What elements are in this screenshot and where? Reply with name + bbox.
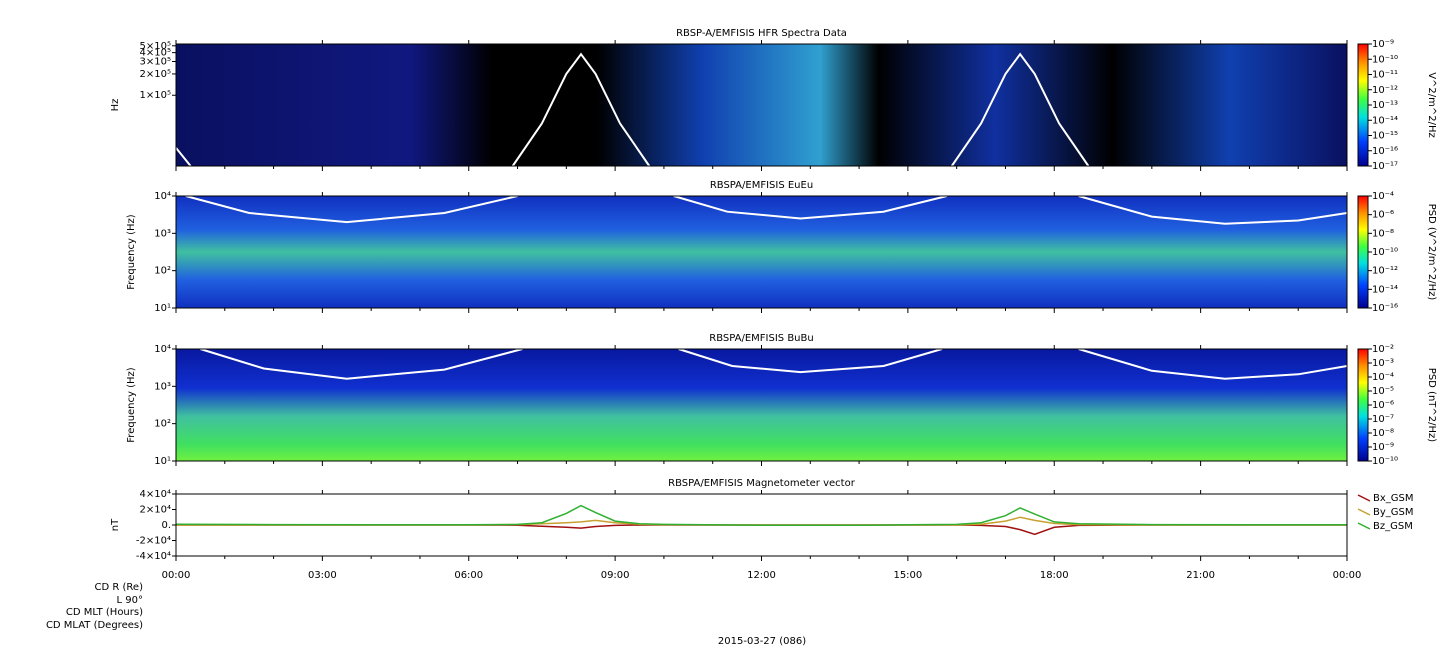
colorbar-tick-label: 10⁻⁶: [1372, 400, 1394, 411]
y-tick-label: 0.: [161, 520, 171, 531]
colorbar-tick-label: 10⁻³: [1372, 358, 1394, 369]
colorbar-tick-label: 10⁻¹⁶: [1372, 303, 1398, 314]
y-tick-label: 10²: [154, 266, 171, 277]
y-axis-label: Hz: [110, 99, 121, 112]
panel-title: RBSPA/EMFISIS EuEu: [710, 180, 813, 191]
colorbar-tick-label: 10⁻¹⁴: [1372, 284, 1398, 295]
legend-label: By_GSM: [1373, 507, 1414, 518]
y-tick-label: 2×10⁴: [140, 505, 171, 516]
y-tick-label: -2×10⁴: [136, 536, 171, 547]
colorbar-label: V^2/m^2/Hz: [1426, 72, 1437, 138]
y-tick-label: 10⁴: [154, 344, 171, 355]
y-axis-label: nT: [110, 518, 121, 531]
cutoff-line: [200, 348, 1348, 380]
panel-title: RBSPA/EMFISIS BuBu: [709, 333, 813, 344]
colorbar-tick-label: 10⁻²: [1372, 344, 1394, 355]
y-tick-label: 2×10⁵: [140, 69, 171, 80]
colorbar-tick-label: 10⁻¹²: [1372, 266, 1398, 277]
legend-label: Bx_GSM: [1373, 493, 1414, 504]
colorbar-tick-label: 10⁻¹⁰: [1372, 456, 1398, 467]
colorbar-tick-label: 10⁻⁵: [1372, 386, 1394, 397]
legend-swatch: [1357, 508, 1371, 516]
ephemeris-label: L 90°: [117, 595, 143, 606]
ephemeris-label: CD MLAT (Degrees): [46, 620, 143, 631]
colorbar: [1357, 195, 1369, 309]
colorbar-tick-label: 10⁻⁶: [1372, 210, 1394, 221]
series-line: [176, 516, 1347, 526]
y-tick-label: -4×10⁴: [136, 551, 171, 562]
legend-swatch: [1357, 494, 1371, 502]
colorbar-tick-label: 10⁻⁷: [1372, 414, 1394, 425]
y-tick-label: 10¹: [154, 303, 171, 314]
spectrogram-image: [176, 349, 1347, 461]
x-tick-label: 18:00: [1040, 570, 1069, 581]
colorbar-tick-label: 10⁻¹⁴: [1372, 115, 1398, 126]
colorbar-tick-label: 10⁻⁴: [1372, 191, 1394, 202]
y-tick-label: 10³: [154, 381, 171, 392]
y-tick-label: 1×10⁵: [140, 90, 171, 101]
colorbar-tick-label: 10⁻¹¹: [1372, 70, 1398, 81]
x-tick-label: 00:00: [1333, 570, 1362, 581]
x-tick-label: 00:00: [162, 570, 191, 581]
colorbar-tick-label: 10⁻⁸: [1372, 228, 1394, 239]
y-axis-label: Frequency (Hz): [126, 367, 137, 443]
x-tick-label: 09:00: [601, 570, 630, 581]
colorbar-tick-label: 10⁻¹⁵: [1372, 131, 1398, 142]
colorbar-tick-label: 10⁻¹²: [1372, 85, 1398, 96]
y-tick-label: 10⁴: [154, 191, 171, 202]
colorbar-tick-label: 10⁻¹⁷: [1372, 161, 1398, 172]
panel-title: RBSPA/EMFISIS Magnetometer vector: [668, 478, 856, 489]
spectrogram-image: [176, 196, 1347, 308]
ephemeris-label: CD MLT (Hours): [66, 607, 143, 618]
legend-label: Bz_GSM: [1373, 521, 1413, 532]
colorbar-tick-label: 10⁻⁸: [1372, 428, 1394, 439]
x-tick-label: 21:00: [1186, 570, 1215, 581]
ephemeris-label: CD R (Re): [95, 582, 144, 593]
colorbar-tick-label: 10⁻¹⁰: [1372, 247, 1398, 258]
x-tick-label: 06:00: [454, 570, 483, 581]
x-tick-label: 15:00: [893, 570, 922, 581]
cutoff-line: [185, 195, 1348, 225]
x-tick-label: 12:00: [747, 570, 776, 581]
y-tick-label: 4×10⁵: [140, 48, 171, 59]
colorbar-label: PSD (nT^2/Hz): [1426, 368, 1437, 442]
series-line: [175, 504, 1347, 526]
colorbar: [1357, 348, 1369, 462]
colorbar-tick-label: 10⁻¹⁶: [1372, 146, 1398, 157]
legend-swatch: [1357, 522, 1371, 530]
y-tick-label: 4×10⁴: [140, 489, 171, 500]
colorbar-tick-label: 10⁻⁹: [1372, 39, 1394, 50]
cutoff-line: [175, 52, 1090, 167]
x-tick-label: 03:00: [308, 570, 337, 581]
date-label: 2015-03-27 (086): [718, 636, 806, 647]
panel-title: RBSP-A/EMFISIS HFR Spectra Data: [676, 28, 847, 39]
y-axis-label: Frequency (Hz): [126, 214, 137, 290]
y-tick-label: 10¹: [154, 456, 171, 467]
spectrogram-image: [176, 44, 1347, 166]
colorbar-label: PSD (V^2/m^2/Hz): [1426, 204, 1437, 301]
y-tick-label: 10³: [154, 228, 171, 239]
y-tick-label: 3×10⁵: [140, 56, 171, 67]
colorbar-tick-label: 10⁻¹³: [1372, 100, 1398, 111]
colorbar-tick-label: 10⁻⁹: [1372, 442, 1394, 453]
colorbar-tick-label: 10⁻⁴: [1372, 372, 1394, 383]
colorbar-tick-label: 10⁻¹⁰: [1372, 54, 1398, 65]
y-tick-label: 10²: [154, 419, 171, 430]
series-line: [176, 524, 1347, 536]
colorbar: [1357, 43, 1369, 167]
y-tick-label: 5×10⁵: [140, 41, 171, 52]
